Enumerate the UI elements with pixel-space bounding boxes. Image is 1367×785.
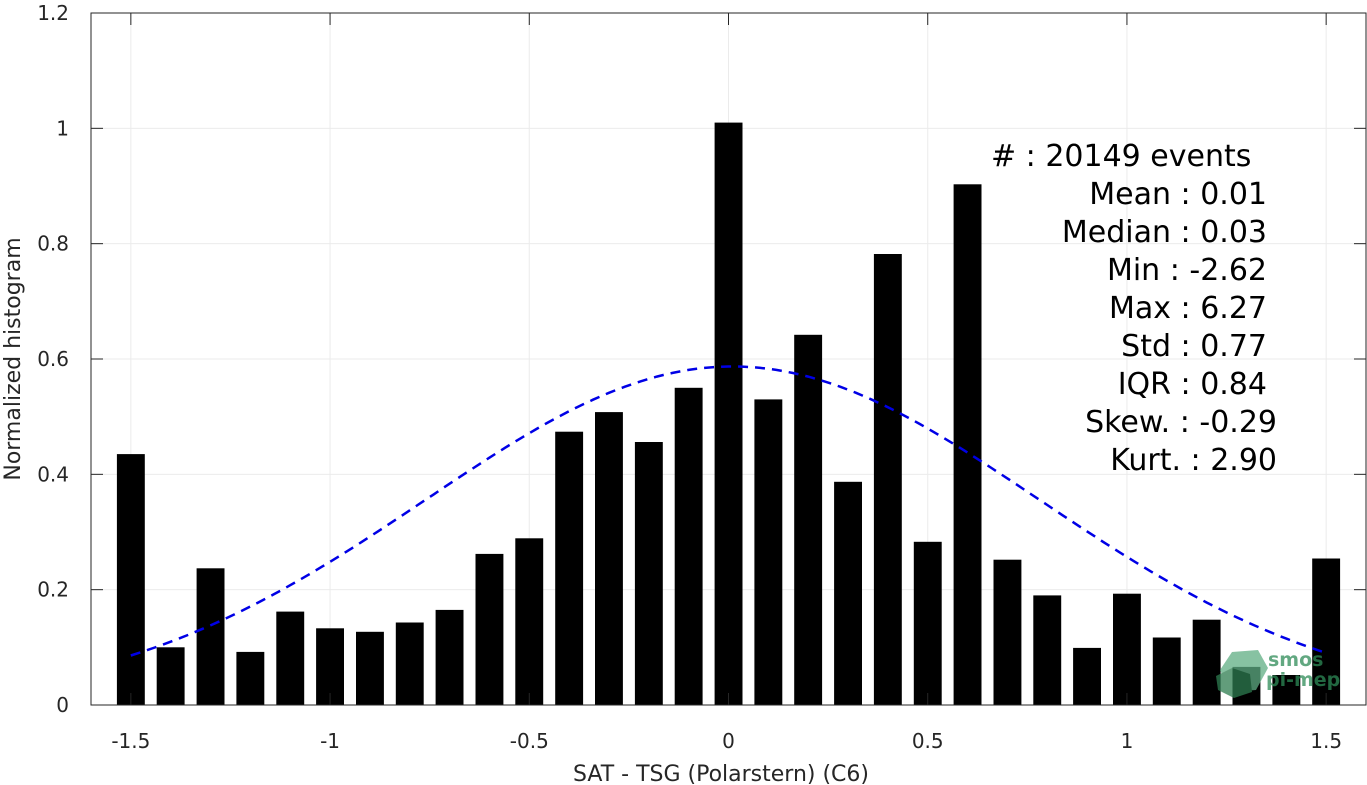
statistics-box: # : 20149 events Mean : 0.01 Median : 0.… xyxy=(991,139,1277,478)
bar xyxy=(196,568,225,705)
stat-events: # : 20149 events xyxy=(991,139,1251,174)
bar xyxy=(1192,619,1221,705)
bar xyxy=(116,454,145,705)
y-tick-label: 0.2 xyxy=(37,578,69,602)
y-tick-label: 1 xyxy=(56,116,69,140)
x-tick-label: 1.5 xyxy=(1310,729,1342,753)
bar xyxy=(515,538,544,705)
y-tick-label: 0.4 xyxy=(37,462,69,486)
bar xyxy=(1312,558,1341,705)
bar xyxy=(1113,593,1141,705)
bar xyxy=(595,412,623,705)
x-axis-ticks: -1.5 -1 -0.5 0 0.5 1 1.5 xyxy=(111,13,1342,753)
y-tick-label: 0.8 xyxy=(37,232,69,256)
bar xyxy=(356,631,384,705)
stat-max: Max : 6.27 xyxy=(1109,291,1267,326)
bar xyxy=(236,651,265,705)
bar-series xyxy=(116,122,1341,706)
bar xyxy=(1272,675,1301,705)
stat-kurt: Kurt. : 2.90 xyxy=(1110,443,1277,478)
watermark-logo: smos pi-mep xyxy=(1216,649,1340,698)
bar xyxy=(634,442,663,705)
stat-mean: Mean : 0.01 xyxy=(1089,177,1267,212)
bar xyxy=(1152,637,1181,705)
stat-iqr: IQR : 0.84 xyxy=(1118,367,1267,402)
bar xyxy=(316,628,344,705)
bar xyxy=(873,254,902,705)
x-tick-label: 1 xyxy=(1121,729,1134,753)
bar xyxy=(435,609,464,705)
logo-text-pimep: pi-mep xyxy=(1266,669,1340,691)
bar xyxy=(475,553,504,705)
stat-median: Median : 0.03 xyxy=(1062,215,1267,250)
x-tick-label: -1.5 xyxy=(111,729,150,753)
x-tick-label: 0 xyxy=(722,729,735,753)
x-tick-label: 0.5 xyxy=(912,729,944,753)
bar xyxy=(953,184,982,706)
gaussian-fit-curve xyxy=(130,365,1327,657)
bar xyxy=(1073,647,1101,705)
bar xyxy=(395,622,424,705)
bar xyxy=(993,559,1022,705)
y-tick-label: 0 xyxy=(56,693,69,717)
bar xyxy=(1033,595,1062,705)
bar xyxy=(834,481,862,705)
y-axis-ticks: 0 0.2 0.4 0.6 0.8 1 1.2 xyxy=(37,1,1366,717)
y-tick-label: 0.6 xyxy=(37,347,69,371)
bar xyxy=(913,541,942,705)
bar xyxy=(674,387,703,705)
x-tick-label: -0.5 xyxy=(510,729,549,753)
bar xyxy=(276,611,305,705)
logo-text-smos: smos xyxy=(1268,649,1323,671)
stat-std: Std : 0.77 xyxy=(1121,329,1267,364)
logo-icon xyxy=(1216,650,1268,698)
bar xyxy=(156,647,185,705)
stat-min: Min : -2.62 xyxy=(1107,253,1267,288)
bar xyxy=(794,334,823,705)
y-axis-label: Normalized histogram xyxy=(1,237,26,480)
bar xyxy=(555,431,584,705)
x-tick-label: -1 xyxy=(320,729,340,753)
y-tick-label: 1.2 xyxy=(37,1,69,25)
stat-skew: Skew. : -0.29 xyxy=(1085,405,1277,440)
x-axis-label: SAT - TSG (Polarstern) (C6) xyxy=(573,762,869,785)
bar xyxy=(714,122,743,706)
bar xyxy=(754,399,783,705)
